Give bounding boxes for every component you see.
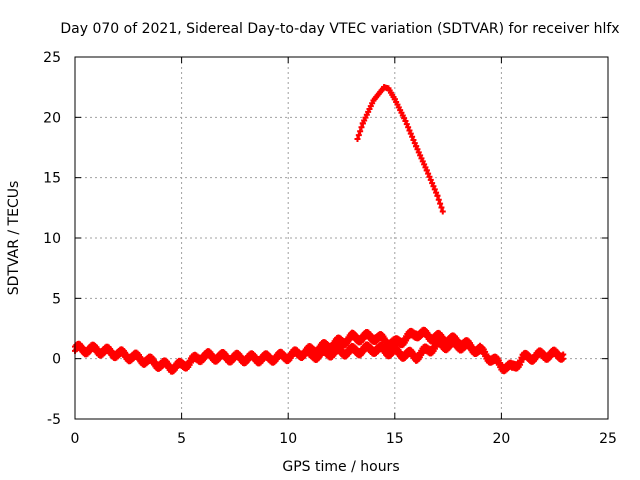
data-series: [72, 84, 567, 375]
data-point: [418, 155, 425, 162]
data-point: [355, 132, 362, 139]
data-point: [410, 136, 417, 143]
data-point: [422, 164, 429, 171]
x-tick-label: 5: [177, 431, 186, 447]
y-axis-label: SDTVAR / TECUs: [6, 181, 22, 296]
data-point: [430, 183, 437, 190]
data-point: [429, 180, 436, 187]
data-point: [411, 140, 418, 147]
y-tick-label: 10: [43, 231, 61, 247]
data-point: [426, 173, 433, 180]
data-point: [358, 124, 365, 131]
data-point: [427, 176, 434, 183]
x-tick-label: 15: [386, 431, 404, 447]
x-tick-label: 20: [492, 431, 510, 447]
data-point: [423, 167, 430, 174]
series-peak-arc: [354, 84, 446, 215]
data-point: [421, 161, 428, 168]
data-point: [425, 170, 432, 177]
data-point: [434, 192, 441, 199]
data-point: [438, 204, 445, 211]
data-point: [477, 346, 484, 353]
data-point: [417, 152, 424, 159]
data-point: [405, 124, 412, 131]
data-point: [357, 128, 364, 135]
y-tick-label: 15: [43, 171, 61, 187]
data-point: [409, 133, 416, 140]
data-point: [413, 143, 420, 150]
x-tick-label: 10: [279, 431, 297, 447]
y-tick-label: -5: [47, 412, 61, 428]
series-band-b: [306, 336, 484, 364]
data-point: [403, 121, 410, 128]
x-axis-label: GPS time / hours: [282, 459, 399, 475]
data-point: [415, 149, 422, 156]
data-point: [414, 146, 421, 153]
data-point: [435, 196, 442, 203]
x-tick-label: 25: [599, 431, 617, 447]
y-tick-label: 25: [43, 50, 61, 66]
data-point: [439, 208, 446, 215]
data-point: [431, 186, 438, 193]
data-point: [419, 158, 426, 165]
data-point: [437, 200, 444, 207]
y-tick-label: 5: [52, 291, 61, 307]
grid-lines: [75, 57, 608, 419]
data-point: [402, 117, 409, 124]
data-point: [406, 127, 413, 134]
data-point: [560, 355, 567, 362]
chart-title: Day 070 of 2021, Sidereal Day-to-day VTE…: [60, 21, 619, 37]
x-tick-label: 0: [71, 431, 80, 447]
data-point: [354, 136, 361, 143]
y-ticks: -5 0 5 10 15 20 25: [43, 50, 608, 428]
data-point: [433, 189, 440, 196]
y-tick-label: 20: [43, 110, 61, 126]
y-tick-label: 0: [52, 352, 61, 368]
x-ticks: 0 5 10 15 20 25: [71, 57, 617, 447]
data-point: [407, 130, 414, 137]
